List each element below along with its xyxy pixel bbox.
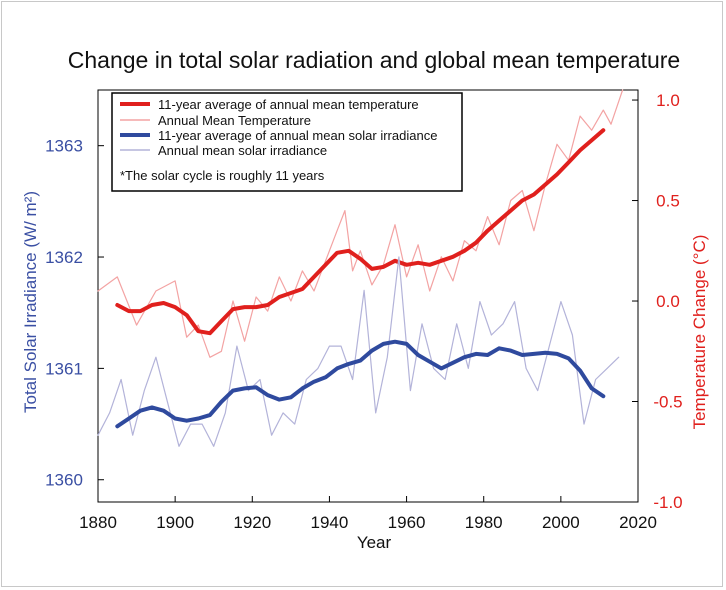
- x-tick-label: 1920: [233, 513, 271, 532]
- legend-label-solar-avg: 11-year average of annual mean solar irr…: [158, 128, 437, 143]
- x-tick-label: 1900: [156, 513, 194, 532]
- legend-label-solar-annual: Annual mean solar irradiance: [158, 143, 327, 158]
- right-axis-label: Temperature Change (°C): [690, 235, 709, 430]
- legend-label-temp-annual: Annual Mean Temperature: [158, 113, 311, 128]
- x-tick-label: 1940: [311, 513, 349, 532]
- left-tick-label: 1360: [45, 471, 83, 490]
- left-tick-label: 1363: [45, 137, 83, 156]
- right-tick-label: 1.0: [656, 91, 680, 110]
- left-axis-label: Total Solar Irradiance (W/ m²): [21, 191, 40, 413]
- left-tick-label: 1362: [45, 248, 83, 267]
- legend-note: *The solar cycle is roughly 11 years: [120, 168, 325, 183]
- legend-box: [111, 92, 463, 192]
- x-tick-label: 2020: [619, 513, 657, 532]
- x-axis-label: Year: [357, 533, 392, 552]
- legend: 11-year average of annual mean temperatu…: [111, 92, 463, 192]
- series-line-11-year-average-of-annual-mean-temperature: [115, 128, 606, 336]
- right-tick-label: -0.5: [653, 393, 682, 412]
- x-tick-label: 1960: [388, 513, 426, 532]
- right-tick-label: -1.0: [653, 493, 682, 512]
- series-line-11-year-average-of-annual-mean-solar-irradiance: [115, 339, 606, 429]
- right-tick-label: 0.0: [656, 292, 680, 311]
- left-tick-label: 1361: [45, 359, 83, 378]
- legend-label-temp-avg: 11-year average of annual mean temperatu…: [158, 97, 419, 112]
- x-tick-label: 2000: [542, 513, 580, 532]
- plot-area: [97, 89, 639, 503]
- series-line-annual-mean-solar-irradiance: [97, 256, 620, 447]
- series-line-annual-mean-temperature: [97, 89, 624, 358]
- x-tick-label: 1880: [79, 513, 117, 532]
- series-layer: [97, 89, 624, 447]
- axes-layer: 1880 1900 1920 1940 1960 1980 2000 2020 1360 1361…: [45, 91, 683, 532]
- right-tick-label: 0.5: [656, 192, 680, 211]
- x-tick-label: 1980: [465, 513, 503, 532]
- chart-title: Change in total solar radiation and glob…: [68, 47, 680, 73]
